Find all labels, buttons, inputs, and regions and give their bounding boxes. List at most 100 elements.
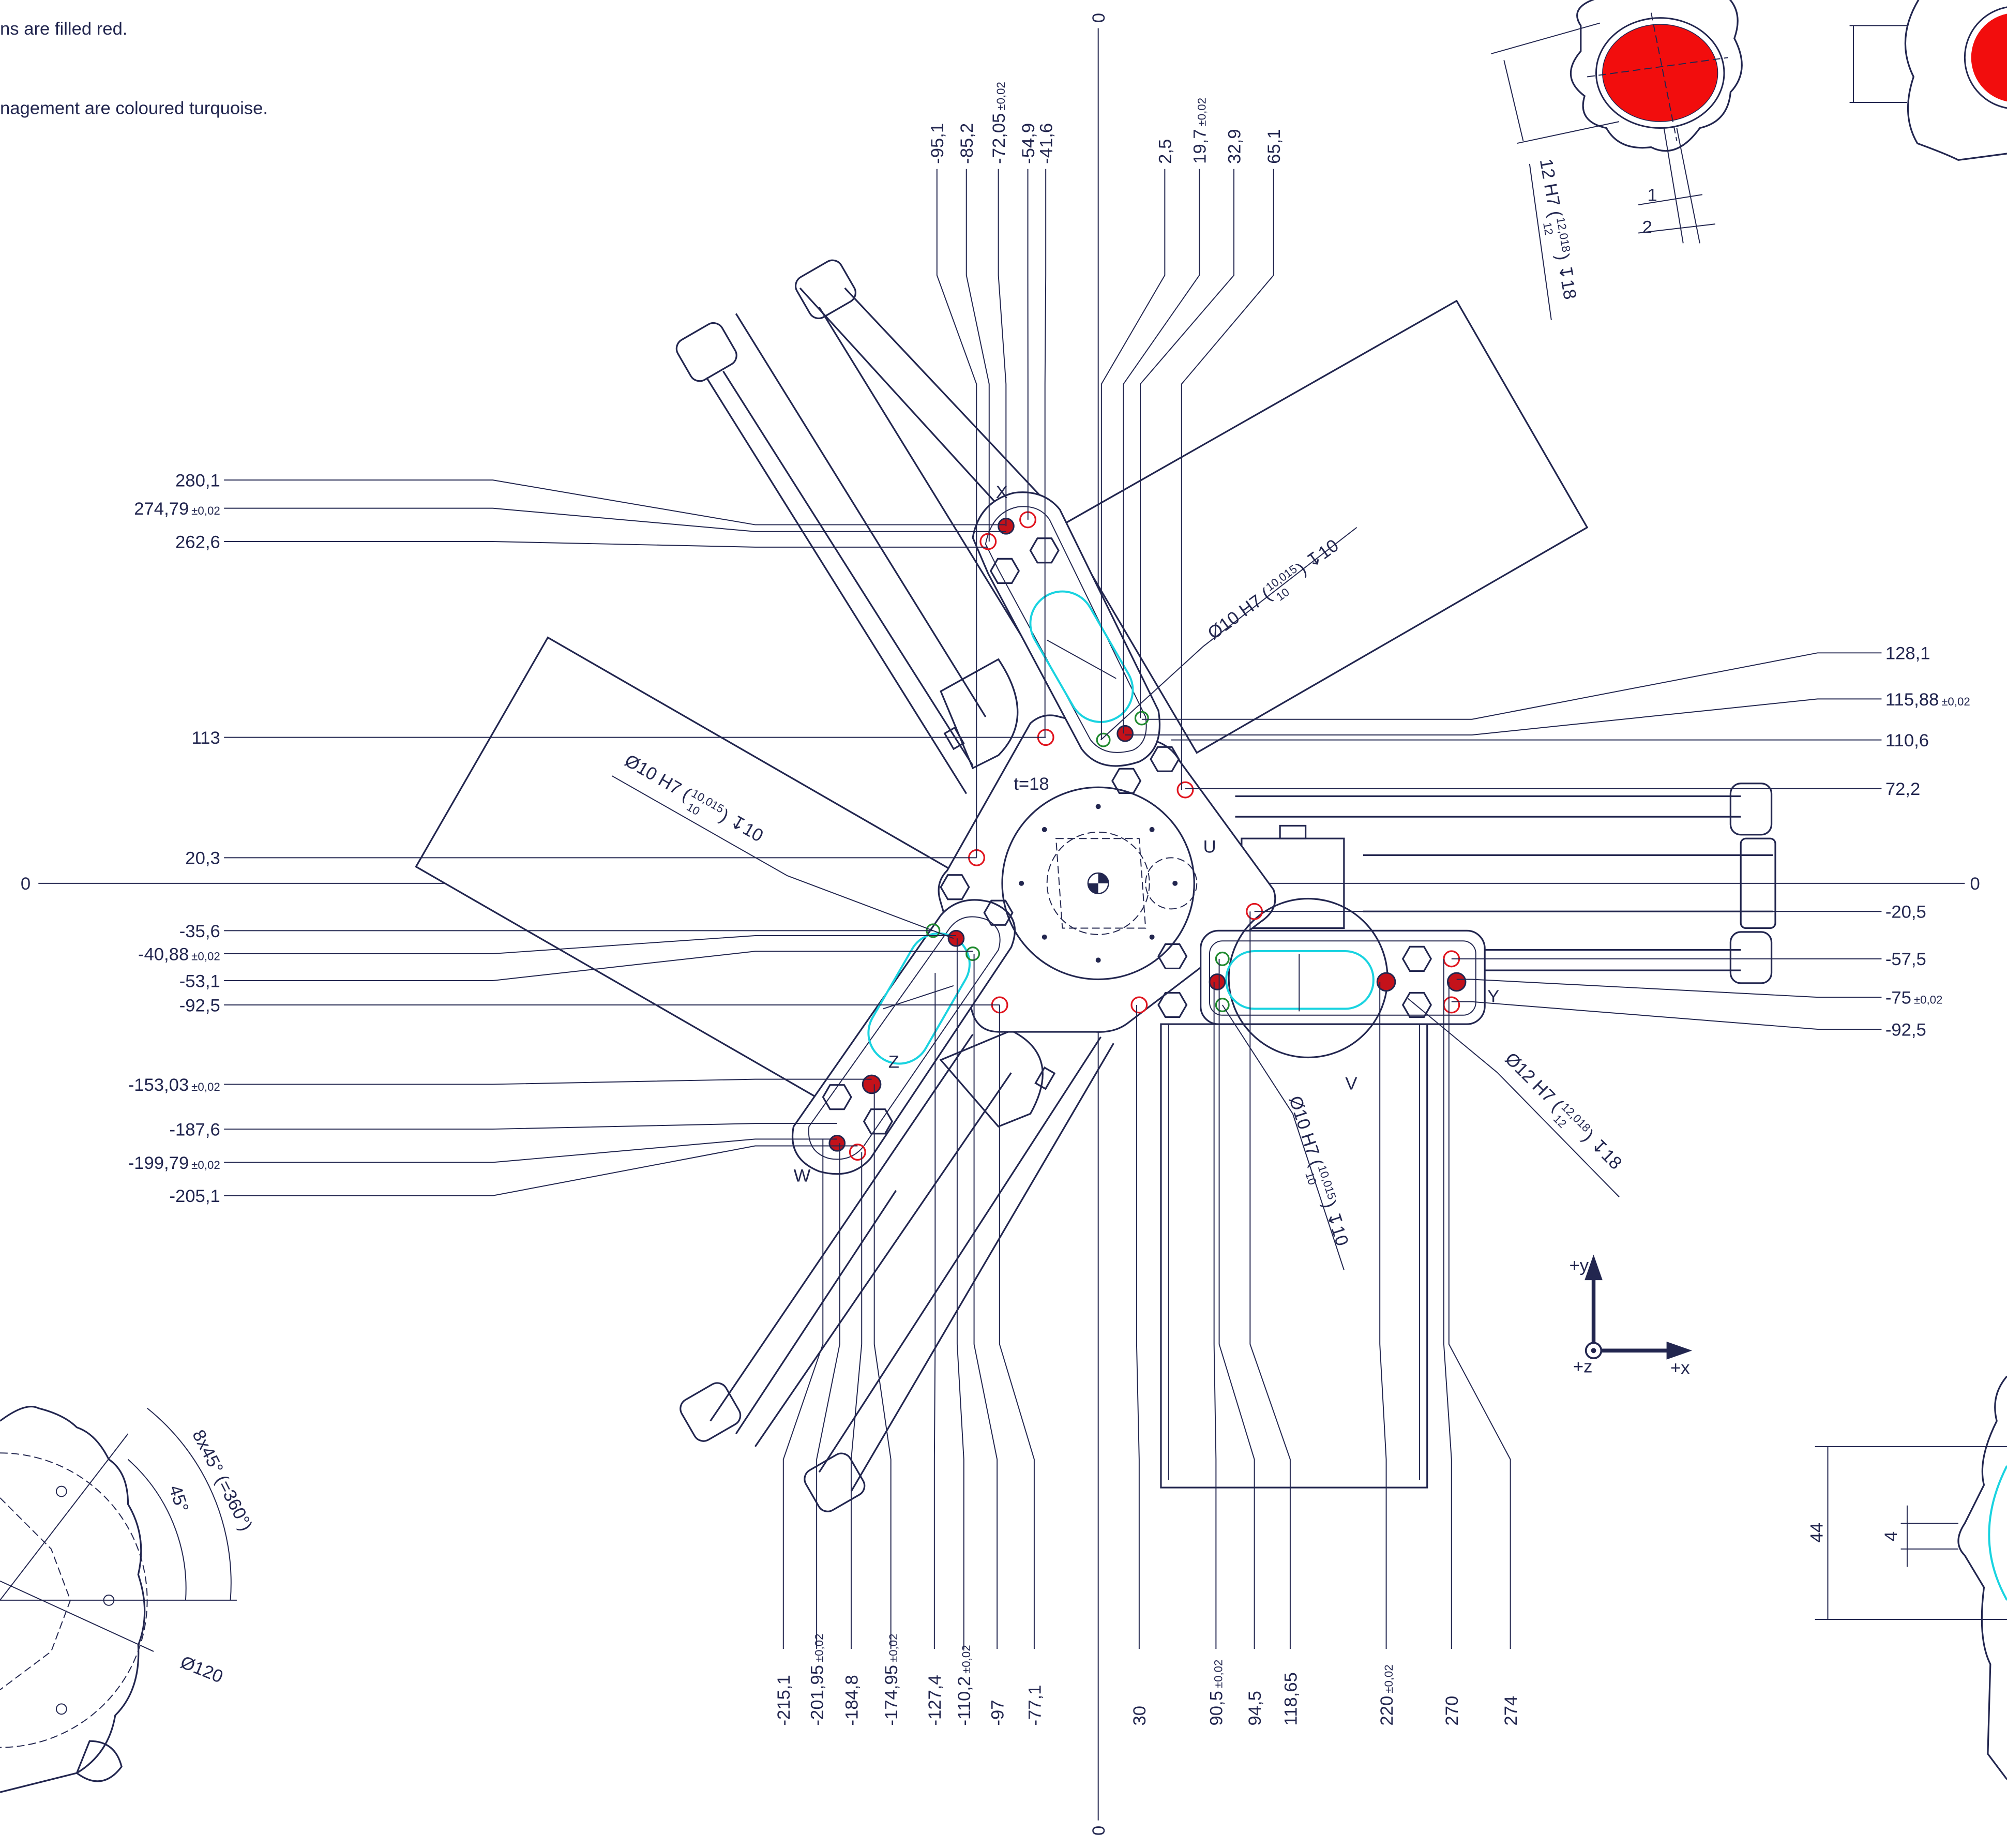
dim-label: -92,5 <box>179 996 220 1015</box>
dim-tolerance: ±0,02 <box>887 1633 900 1662</box>
angle-label: 45° <box>165 1483 192 1515</box>
leader-line <box>611 775 954 939</box>
leader-line <box>1529 163 1552 320</box>
thickness: t=18 <box>1014 774 1049 794</box>
dim-value: -40,88 <box>138 944 189 964</box>
dim-label: 115,88 ±0,02 <box>1885 690 1970 710</box>
dim-value: -95,1 <box>928 123 947 164</box>
axis-triad: +y +z +x <box>1570 1254 1693 1378</box>
part-letter: U <box>1203 837 1216 857</box>
callout-tail: ) ↧18 <box>1552 252 1580 301</box>
dim-label: -77,1 <box>1025 1685 1045 1726</box>
callout-text: Ø12 H7 (12,01812) ↧18 <box>1497 1048 1626 1178</box>
dim-value: -97 <box>988 1700 1008 1725</box>
callout-lead: Ø10 H7 ( <box>1285 1093 1326 1169</box>
diameter-label: Ø120 <box>178 1652 226 1687</box>
dim-label: 220 ±0,02 <box>1377 1664 1397 1725</box>
dim-label: 90,5 ±0,02 <box>1207 1660 1227 1726</box>
leader-line <box>936 169 977 858</box>
dim-tolerance: ±0,02 <box>1914 994 1943 1006</box>
dim-label: 72,2 <box>1885 779 1920 799</box>
callout: Ø12 H7 (12,01812) ↧18 <box>1497 1048 1626 1178</box>
dim-value: 262,6 <box>175 532 220 552</box>
dim-tolerance: ±0,02 <box>1196 98 1209 127</box>
leader-line <box>1218 958 1255 1649</box>
callout: 12 H7 (12,01812) ↧18 <box>1530 157 1581 302</box>
dim-value: -215,1 <box>774 1675 794 1725</box>
dim-value: 110,6 <box>1885 731 1929 750</box>
dim-value: 115,88 <box>1885 690 1939 710</box>
dim-label: -35,6 <box>179 922 220 941</box>
axis-label: +z <box>1573 1357 1593 1376</box>
dim-label: -201,95 ±0,02 <box>808 1633 827 1725</box>
leader-line <box>933 973 936 1649</box>
dim-label: 65,1 <box>1264 129 1284 163</box>
callout-lead: Ø12 H7 ( <box>1501 1049 1567 1115</box>
dim-value: -205,1 <box>169 1186 220 1206</box>
part-letter: Y <box>1487 987 1499 1006</box>
dim-tolerance: ±0,02 <box>1941 695 1970 708</box>
dim-label: 20,3 <box>185 849 220 868</box>
leader-line <box>1140 169 1235 718</box>
leader-line <box>224 1123 837 1130</box>
callout-lead: 12 H7 ( <box>1536 157 1565 219</box>
block <box>1061 299 1589 754</box>
mechanism <box>415 259 1776 1512</box>
dim-tolerance: ±0,02 <box>960 1645 973 1674</box>
dim-value: -153,03 <box>128 1075 189 1095</box>
leader-line <box>1100 527 1357 741</box>
dim-value: -72,05 <box>989 113 1009 164</box>
leader-line <box>998 169 1007 527</box>
dim-value: -54,9 <box>1019 123 1038 164</box>
leader-line <box>782 1139 824 1649</box>
dim-value: 274 <box>1501 1696 1521 1726</box>
part-letter: X <box>996 483 1008 502</box>
leader-line <box>224 951 973 981</box>
dim-value: 72,2 <box>1885 779 1920 799</box>
dim-label: -127,4 <box>925 1675 945 1725</box>
dim-label: -53,1 <box>179 971 220 991</box>
dim-value: 274,79 <box>134 499 189 519</box>
axis-label: +x <box>1670 1358 1690 1378</box>
dim-value: 270 <box>1442 1696 1462 1726</box>
dim-label: -54,9 <box>1019 123 1038 164</box>
dim-value: -187,6 <box>169 1120 220 1139</box>
leader-line <box>1451 1001 1882 1030</box>
dim-value: -75 <box>1885 988 1911 1008</box>
dim-value: 90,5 <box>1207 1691 1227 1725</box>
leader-line <box>1408 998 1620 1197</box>
leader-line <box>1221 1004 1345 1270</box>
dim-value: 280,1 <box>175 471 220 491</box>
origin-label: 0 <box>1970 874 1980 894</box>
callout-text: 12 H7 (12,01812) ↧18 <box>1530 157 1581 302</box>
dim-label: 274 <box>1501 1696 1521 1726</box>
note: ns are filled red. <box>0 19 127 39</box>
dim-tolerance: ±0,02 <box>813 1633 826 1662</box>
dim-label: -75 ±0,02 <box>1885 988 1943 1008</box>
dim-value: -77,1 <box>1025 1685 1045 1726</box>
dim-label: -110,2 ±0,02 <box>955 1645 974 1725</box>
dim-label: 19,7 ±0,02 <box>1190 98 1210 164</box>
leader-line <box>1044 169 1047 738</box>
dim-label: 32,9 <box>1225 129 1244 163</box>
dim-value: 118,65 <box>1281 1672 1301 1725</box>
leader-line <box>873 1084 892 1649</box>
dim-value: -20,5 <box>1885 903 1926 922</box>
dim-label: -41,6 <box>1037 123 1057 164</box>
note: nagement are coloured turquoise. <box>0 98 268 118</box>
dim-value: -127,4 <box>925 1675 945 1725</box>
green-ring <box>926 711 1230 1012</box>
detail-bottom-right: 44 4 <box>1807 1375 2007 1780</box>
leader-line <box>1125 698 1882 736</box>
dim-label: 128,1 <box>1885 644 1930 664</box>
dim-label: -85,2 <box>957 123 977 164</box>
dim-value: 19,7 <box>1190 129 1210 163</box>
origin-label: 0 <box>1089 1826 1109 1836</box>
axis-label: +y <box>1570 1256 1589 1275</box>
dim-value: -85,2 <box>957 123 977 164</box>
block <box>1160 1023 1428 1489</box>
dim-value: -184,8 <box>842 1675 862 1725</box>
leader-line <box>1136 1004 1140 1649</box>
dim-value: -53,1 <box>179 971 220 991</box>
leader-line <box>1100 169 1166 740</box>
